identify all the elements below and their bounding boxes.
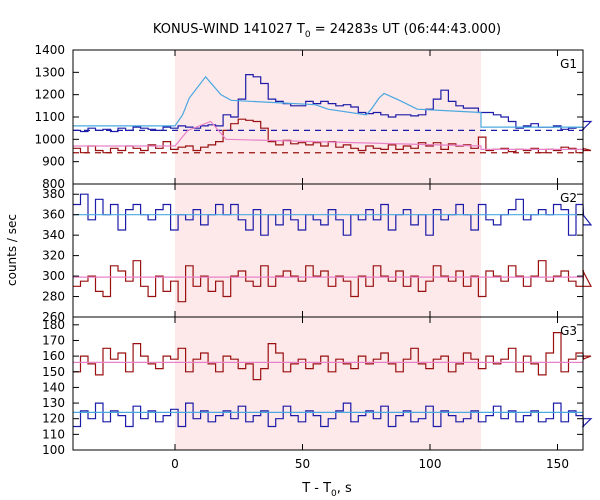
y-tick-label: 360 — [42, 208, 65, 222]
y-tick-label: 1200 — [34, 88, 65, 102]
panel-g2: 260 280 300 320 340 360 380 G2 — [42, 183, 593, 324]
series-2-step-line — [73, 332, 592, 381]
y-tick-label: 120 — [42, 412, 65, 426]
y-tick-label: 280 — [42, 290, 65, 304]
series-2-step-line — [73, 118, 592, 154]
y-tick-label: 130 — [42, 396, 65, 410]
panel-label: G1 — [560, 57, 577, 71]
x-tick-label: 50 — [295, 457, 310, 471]
y-tick-label: 160 — [42, 349, 65, 363]
y-tick-label: 260 — [42, 310, 65, 324]
fit-line-2 — [73, 120, 583, 150]
y-tick-label: 300 — [42, 269, 65, 283]
fit-line-1 — [73, 75, 583, 128]
y-tick-label: 800 — [42, 177, 65, 191]
chart-title: KONUS-WIND 141027 T0 = 24283s UT (06:44:… — [153, 22, 501, 40]
panel-label: G3 — [560, 324, 577, 338]
plot-panels: 80090010001100120013001400G1260280300320… — [34, 43, 593, 471]
y-tick-label: 150 — [42, 365, 65, 379]
panel-frame — [72, 316, 584, 451]
shaded-interval — [175, 50, 481, 450]
y-tick-label: 110 — [42, 427, 65, 441]
x-tick-label: 0 — [171, 457, 179, 471]
y-tick-label: 380 — [42, 187, 65, 201]
x-axis-label: T - T0, s — [301, 481, 352, 499]
x-tick-label: 150 — [546, 457, 569, 471]
y-tick-label: 180 — [42, 318, 65, 332]
y-tick-label: 1000 — [34, 132, 65, 146]
y-tick-label: 320 — [42, 249, 65, 263]
series-2-step-line — [73, 260, 592, 303]
y-tick-label: 100 — [42, 443, 65, 457]
y-tick-label: 140 — [42, 380, 65, 394]
y-axis-label: counts / sec — [5, 214, 19, 286]
x-tick-label: 100 — [419, 457, 442, 471]
y-tick-label: 1100 — [34, 110, 65, 124]
y-tick-label: 170 — [42, 333, 65, 347]
y-tick-label: 900 — [42, 155, 65, 169]
y-tick-label: 340 — [42, 228, 65, 242]
series-1-step-line — [73, 74, 593, 133]
panel-g1: 800 900 1000 1100 1200 1300 1400 G1 — [34, 43, 593, 191]
y-tick-label: 1300 — [34, 65, 65, 79]
panel-label: G2 — [560, 191, 577, 205]
y-tick-label: 1400 — [34, 43, 65, 57]
